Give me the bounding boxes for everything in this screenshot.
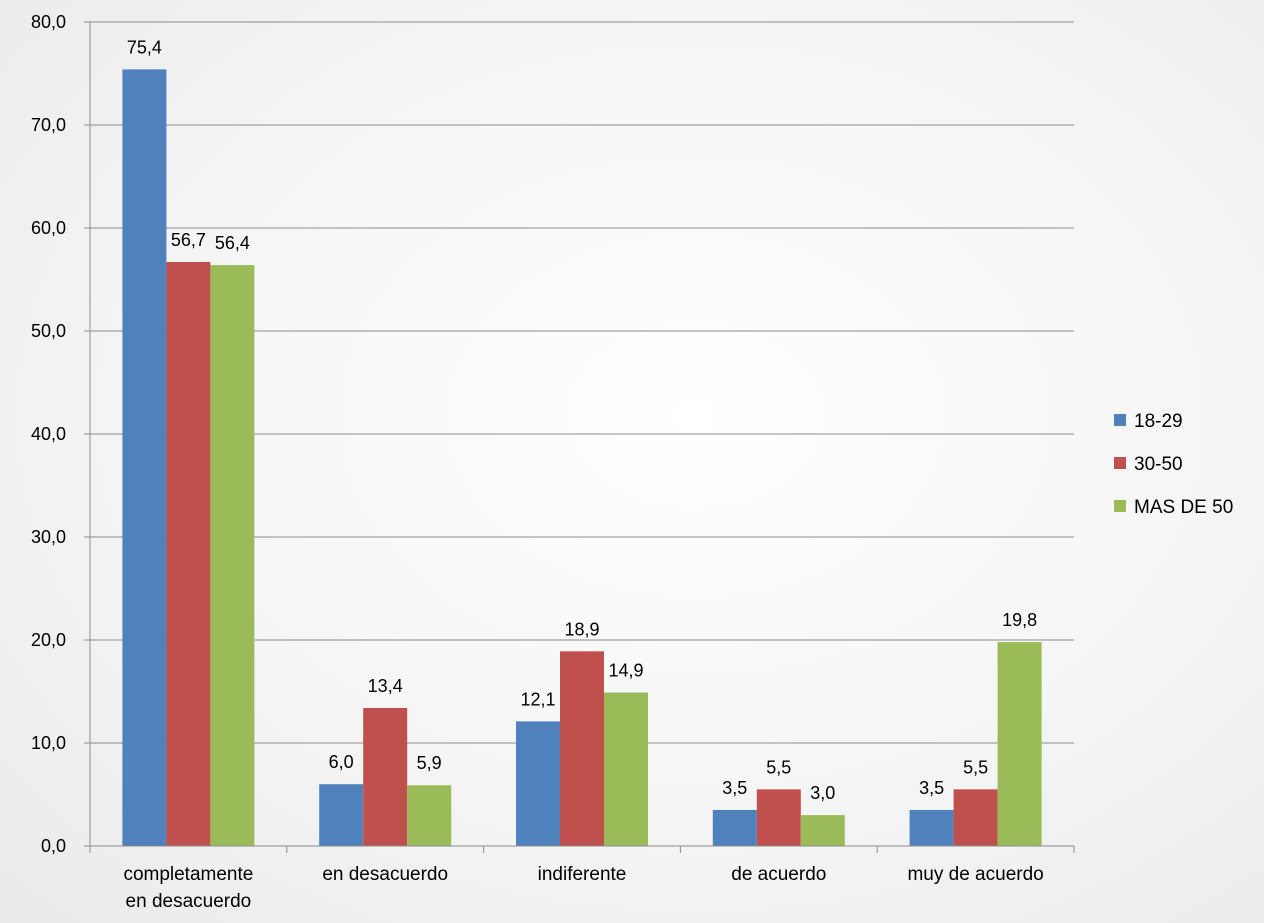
- bar: [909, 809, 954, 846]
- axes: [84, 21, 1075, 853]
- x-category-label-line: en desacuerdo: [322, 864, 448, 885]
- data-label: 5,9: [417, 753, 442, 773]
- data-label: 18,9: [564, 619, 599, 639]
- x-category-label: de acuerdo: [731, 864, 826, 885]
- y-tick-label: 40,0: [31, 424, 66, 444]
- data-label: 13,4: [368, 676, 403, 696]
- y-tick-label: 50,0: [31, 321, 66, 341]
- x-category-label: muy de acuerdo: [907, 864, 1043, 885]
- bar: [407, 785, 452, 846]
- x-axis-category-labels: completamente en desacuerdo en desacuerdo i…: [123, 864, 1043, 912]
- bar: [604, 692, 648, 846]
- bar: [756, 789, 801, 846]
- data-label: 12,1: [520, 689, 555, 709]
- data-label: 5,5: [766, 757, 791, 777]
- data-label: 56,7: [171, 230, 206, 250]
- legend: 18-29 30-50 MAS DE 50: [1114, 411, 1233, 518]
- legend-label: 30-50: [1134, 454, 1183, 475]
- legend-swatch: [1114, 457, 1126, 469]
- bar: [712, 809, 757, 846]
- data-label: 75,4: [127, 37, 162, 57]
- data-label: 3,5: [919, 778, 944, 798]
- y-tick-label: 80,0: [31, 12, 66, 32]
- y-axis-tick-labels: 0,0 10,0 20,0 30,0 40,0 50,0 60,0 70,0 80,0: [31, 12, 66, 856]
- y-tick-label: 30,0: [31, 527, 66, 547]
- bar: [363, 707, 408, 846]
- x-category-label: completamente en desacuerdo: [123, 864, 253, 912]
- data-label: 3,5: [722, 778, 747, 798]
- bar: [516, 721, 560, 846]
- bar: [800, 815, 845, 846]
- y-tick-label: 60,0: [31, 218, 66, 238]
- legend-label: 18-29: [1134, 411, 1183, 432]
- y-tick-label: 10,0: [31, 733, 66, 753]
- x-category-label-line: indiferente: [538, 864, 627, 885]
- bar: [210, 265, 255, 847]
- legend-swatch: [1114, 414, 1126, 426]
- bar: [997, 642, 1042, 846]
- x-category-label: en desacuerdo: [322, 864, 448, 885]
- y-tick-label: 70,0: [31, 115, 66, 135]
- bar: [953, 789, 998, 846]
- x-category-label-line: completamente: [123, 864, 253, 885]
- data-label: 14,9: [608, 661, 643, 681]
- bar: [166, 261, 211, 846]
- bar: [122, 69, 167, 846]
- legend-label: MAS DE 50: [1134, 497, 1233, 518]
- x-category-label-line: en desacuerdo: [126, 891, 252, 912]
- data-label: 6,0: [329, 752, 354, 772]
- x-category-label-line: de acuerdo: [731, 864, 826, 885]
- y-tick-label: 20,0: [31, 630, 66, 650]
- bars: [122, 69, 1042, 847]
- bar: [560, 651, 604, 846]
- data-label: 3,0: [810, 783, 835, 803]
- data-labels: 75,4 56,7 56,4 6,0 13,4 5,9 12,1 18,9 14,9 3,5 5,5…: [127, 37, 1037, 803]
- x-category-label: indiferente: [538, 864, 627, 885]
- data-label: 19,8: [1002, 610, 1037, 630]
- data-label: 56,4: [215, 233, 250, 253]
- data-label: 5,5: [963, 757, 988, 777]
- bar: [319, 784, 364, 846]
- y-tick-label: 0,0: [41, 836, 66, 856]
- legend-swatch: [1114, 500, 1126, 512]
- x-category-label-line: muy de acuerdo: [907, 864, 1043, 885]
